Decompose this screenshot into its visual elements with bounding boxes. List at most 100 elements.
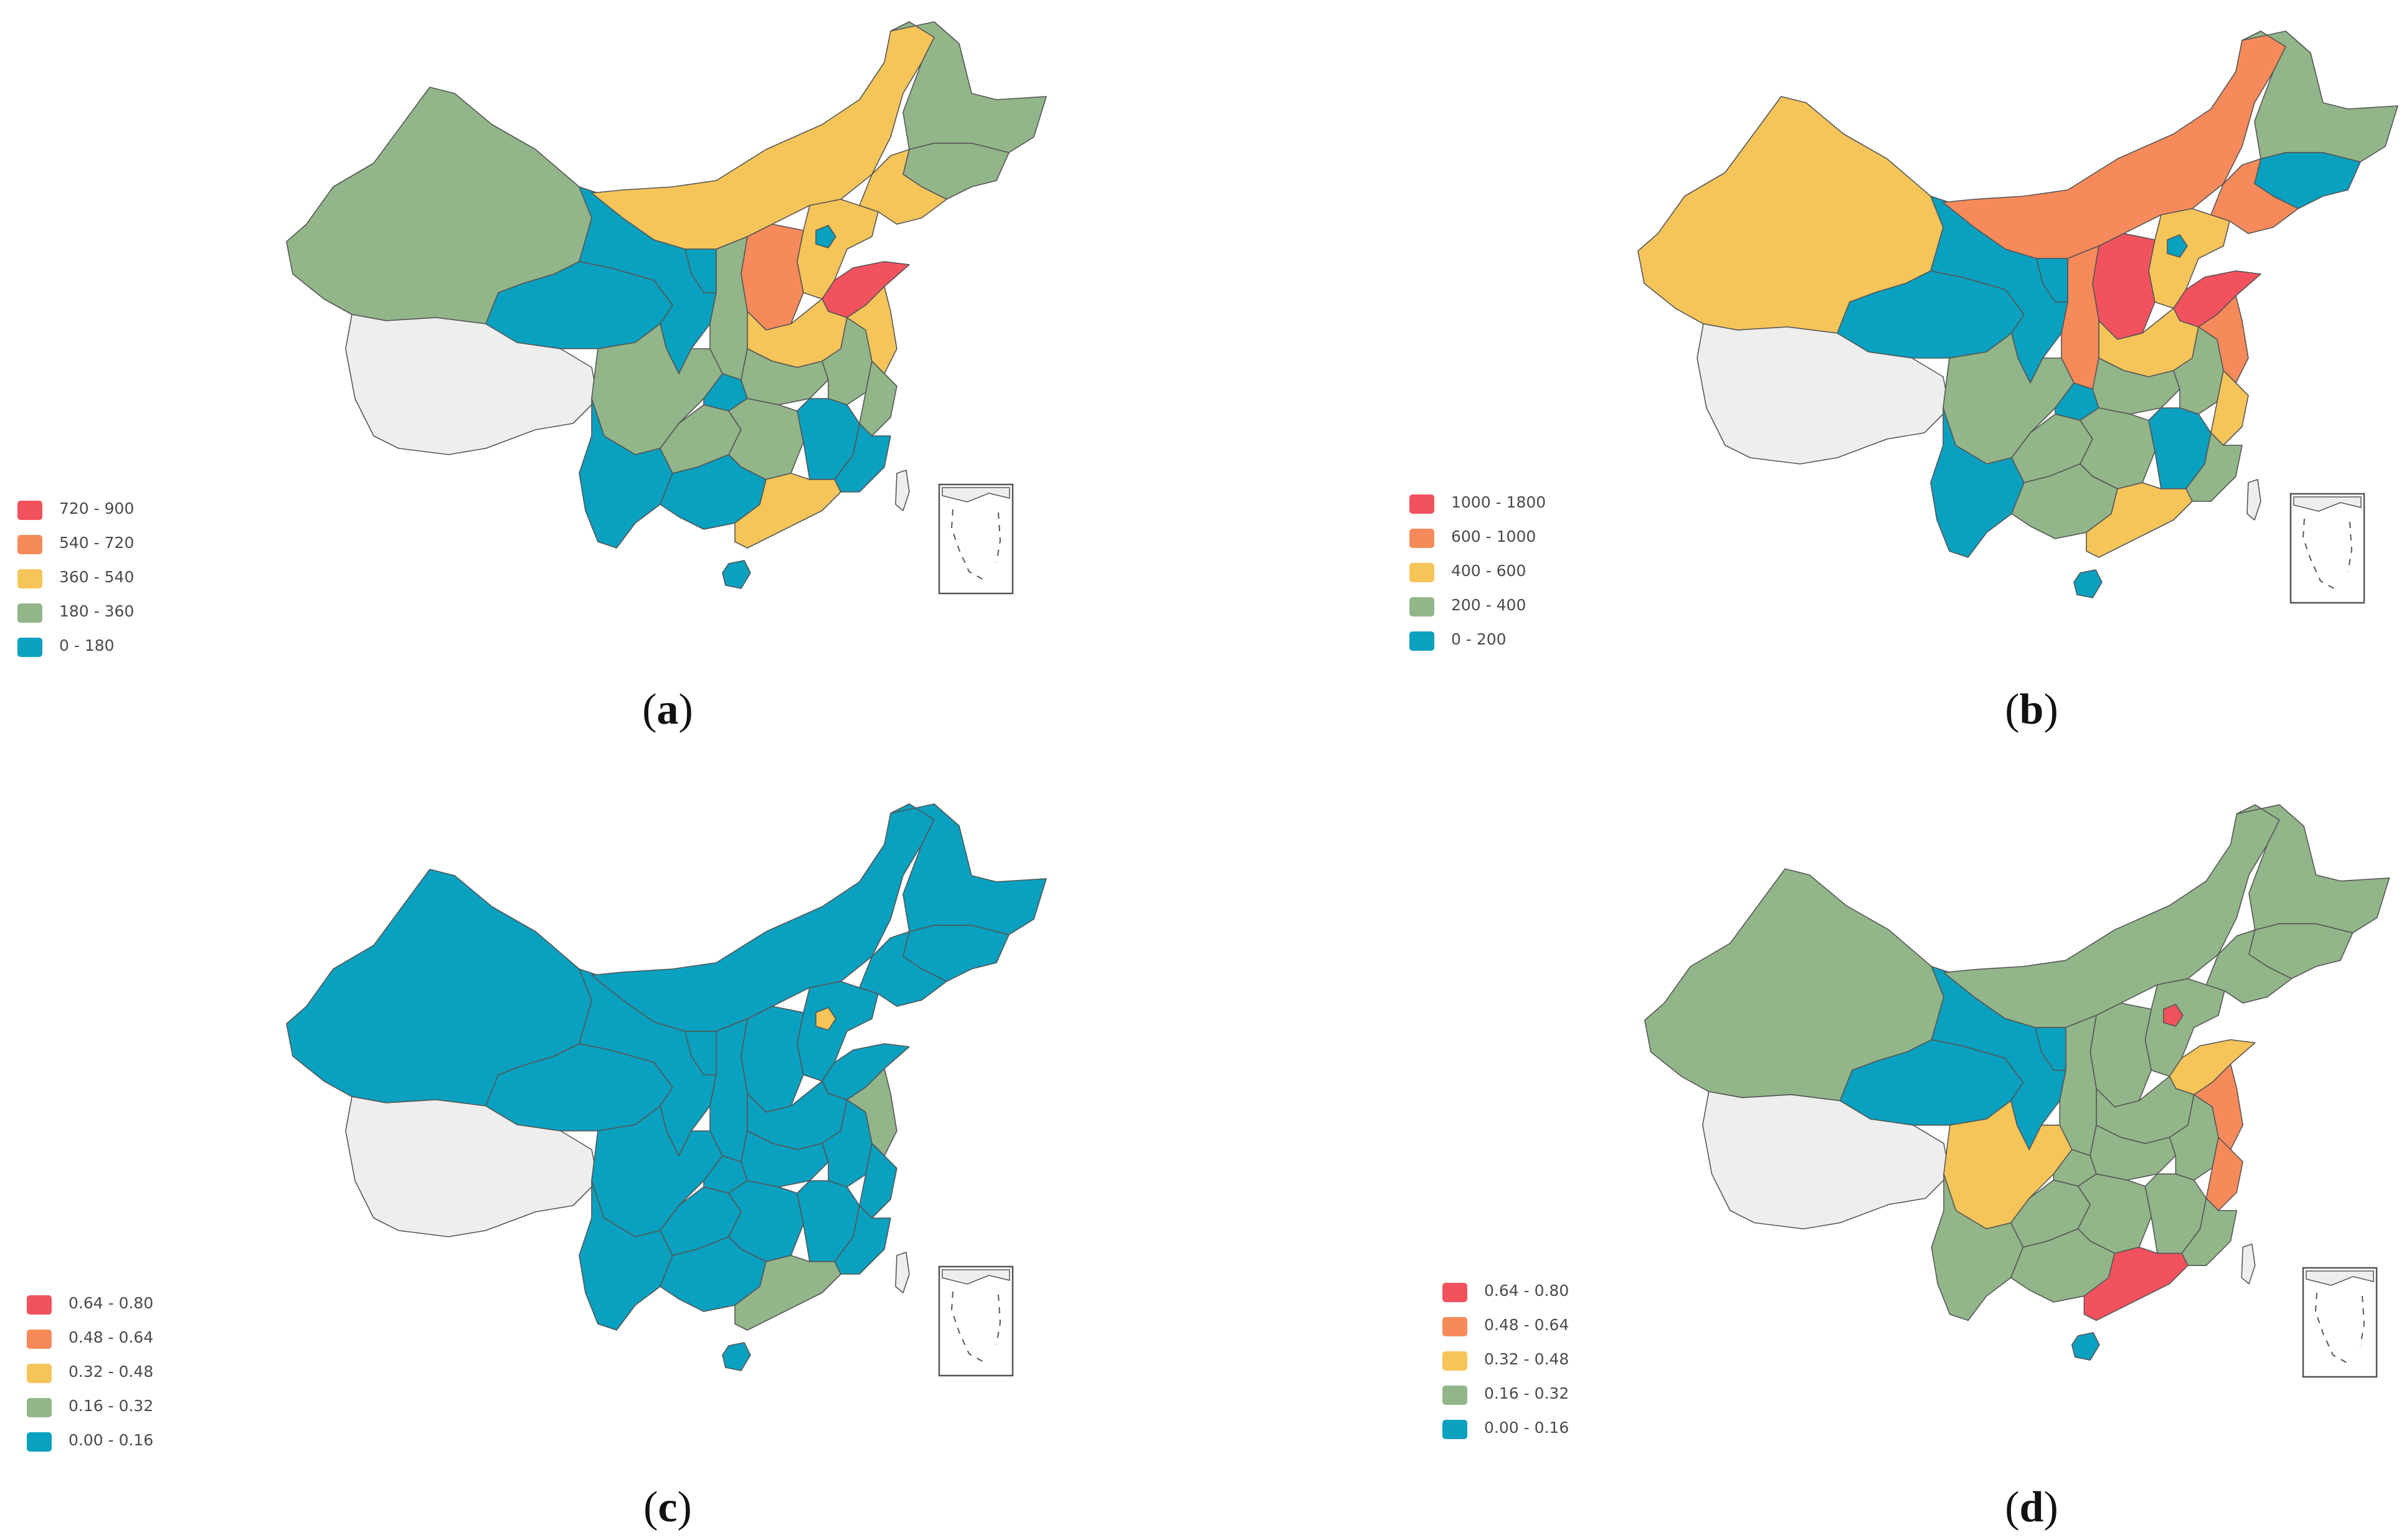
caption-b: (b) [2005,686,2058,734]
legend-swatch [1409,529,1434,548]
province-ningxia [684,1031,717,1075]
map-b [1637,31,2398,604]
legend-swatch [1442,1351,1467,1371]
inset-frame [2302,1267,2378,1378]
legend-swatch [27,1432,52,1452]
province-guangdong [734,1255,841,1331]
legend-label: 360 - 540 [59,568,135,586]
legend-swatch [1409,563,1434,582]
nine-dash-line [2302,518,2353,591]
legend-label: 0.48 - 0.64 [69,1328,154,1346]
legend-label: 0 - 200 [1451,630,1507,648]
south-china-sea-inset [938,1265,1014,1377]
legend-swatch [1409,631,1434,651]
province-jiangsu [846,1068,897,1156]
legend-swatch [1442,1283,1467,1302]
legend-label: 200 - 400 [1451,596,1526,614]
south-china-sea-inset [2302,1267,2378,1378]
province-yunnan [1931,1173,2024,1321]
legend-swatch [1409,597,1434,616]
china-map-b [1637,31,2398,598]
province-tibet [1702,1091,1951,1230]
inset-coastline [942,487,1010,503]
legend-label: 0.16 - 0.32 [69,1397,154,1415]
province-jiangsu [846,286,897,374]
province-yunnan [579,398,673,549]
province-jiangsu [2198,295,2249,384]
province-tibet [345,314,599,455]
legend-swatch [17,569,42,588]
legend-label: 0 - 180 [59,636,115,654]
province-zhejiang [2205,1136,2243,1211]
south-china-sea-inset [2289,493,2365,604]
map-d [1644,804,2390,1378]
caption-d: (d) [2005,1483,2058,1531]
legend-label: 600 - 1000 [1451,527,1536,546]
province-guangdong [734,473,841,549]
panel-d: 0.64 - 0.80 0.48 - 0.64 0.32 - 0.48 0.16 - … [1202,770,2404,1540]
legend-label: 0.00 - 0.16 [1484,1419,1569,1437]
province-beijing [2163,1003,2184,1027]
province-zhejiang [859,1143,897,1219]
province-ningxia [2036,258,2068,303]
nine-dash-line [950,509,1001,582]
province-tibet [1697,323,1950,465]
panel-c: 0.64 - 0.80 0.48 - 0.64 0.32 - 0.48 0.16 - … [0,770,1202,1540]
province-tibet [345,1096,599,1237]
caption-a: (a) [642,686,693,734]
legend-label: 400 - 600 [1451,562,1526,580]
south-china-sea-inset [938,483,1014,595]
legend-swatch [1409,494,1434,514]
province-yunnan [579,1180,673,1331]
legend-swatch [1442,1420,1467,1439]
legend-label: 720 - 900 [59,499,135,517]
province-hainan [722,560,751,589]
legend-label: 0.32 - 0.48 [69,1363,154,1381]
province-yunnan [1930,407,2025,558]
province-zhejiang [2210,370,2249,446]
province-beijing [815,1007,836,1031]
province-beijing [2167,234,2188,258]
legend-label: 0.00 - 0.16 [69,1431,154,1449]
legend-label: 1000 - 1800 [1451,493,1546,511]
legend-label: 540 - 720 [59,534,135,552]
legend-swatch [1442,1317,1467,1336]
province-taiwan [895,470,910,511]
legend-swatch [17,603,42,623]
legend-swatch [27,1364,52,1383]
china-map-c [286,803,1047,1371]
inset-coastline [942,1269,1010,1285]
legend-label: 0.48 - 0.64 [1484,1316,1569,1334]
map-c [286,803,1047,1377]
province-taiwan [895,1252,910,1293]
province-zhejiang [859,361,897,437]
inset-frame [938,1265,1014,1377]
province-ningxia [2035,1027,2066,1071]
map-a [286,21,1047,595]
legend-label: 0.32 - 0.48 [1484,1350,1569,1368]
panel-a: 720 - 900 540 - 720 360 - 540 180 - 360 0 - … [0,0,1202,770]
legend-swatch [27,1398,52,1417]
legend-label: 0.64 - 0.80 [1484,1282,1569,1300]
province-hainan [2073,569,2103,598]
nine-dash-line [950,1291,1001,1364]
china-map-a [286,21,1047,589]
province-hainan [2071,1332,2100,1361]
province-taiwan [2246,479,2261,521]
legend-label: 0.16 - 0.32 [1484,1384,1569,1402]
province-guangdong [2086,482,2193,558]
inset-coastline [2306,1270,2374,1286]
legend-swatch [17,535,42,554]
inset-frame [2289,493,2365,604]
province-jiangsu [2193,1064,2243,1150]
legend-label: 0.64 - 0.80 [69,1294,154,1312]
nine-dash-line [2314,1292,2365,1365]
inset-coastline [2293,496,2362,512]
legend-swatch [17,638,42,657]
province-guangdong [2083,1247,2189,1321]
legend-swatch [17,501,42,520]
legend-swatch [1442,1386,1467,1405]
caption-c: (c) [643,1483,692,1531]
province-ningxia [684,248,717,293]
province-hainan [722,1342,751,1371]
